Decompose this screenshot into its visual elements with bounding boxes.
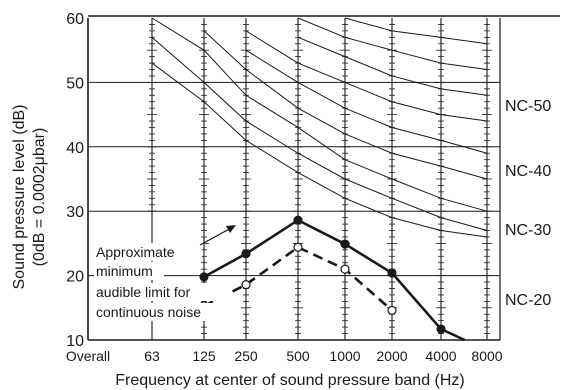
y-tick-30: 30 — [66, 204, 84, 221]
filled-point-1000 — [340, 239, 350, 249]
x-tick-8000: 8000 — [471, 348, 502, 364]
nc-curve-4 — [203, 30, 488, 180]
filled-point-250 — [241, 249, 251, 259]
y-tick-40: 40 — [66, 140, 84, 157]
nc-curves — [151, 17, 488, 238]
y-tick-20: 20 — [66, 269, 84, 286]
nc-label-nc-40: NC-40 — [505, 163, 551, 180]
y-tick-10: 10 — [66, 333, 84, 350]
open-point-500 — [293, 242, 303, 252]
y-axis-label: Sound pressure level (dB) (0dB = 0.0002μ… — [11, 105, 48, 290]
x-tick-2000: 2000 — [376, 348, 407, 364]
open-point-1000 — [340, 264, 350, 274]
x-axis-label: Frequency at center of sound pressure ba… — [115, 372, 465, 389]
nc-curve-6 — [245, 30, 488, 122]
x-tick-125: 125 — [192, 348, 216, 364]
nc-label-bg — [503, 290, 561, 310]
nc-curve-8 — [297, 17, 488, 71]
filled-point-125 — [199, 272, 209, 282]
open-point-250 — [241, 280, 251, 290]
annotation-bg — [94, 283, 228, 301]
nc-curve-9 — [344, 17, 488, 45]
nc-label-nc-50: NC-50 — [505, 98, 551, 115]
y-axis-label-line2: (0dB = 0.0002μbar) — [31, 128, 48, 267]
nc-curve-2 — [151, 36, 488, 232]
nc-curve-1 — [151, 62, 488, 238]
y-tick-60: 60 — [66, 11, 84, 28]
filled-point-500 — [293, 215, 303, 225]
x-tick-250: 250 — [234, 348, 258, 364]
annotation-line-1: Approximate — [96, 244, 175, 260]
nc-label-bg — [503, 220, 561, 240]
annotation: Approximate minimum audible limit for conti… — [94, 225, 236, 321]
dashed-series-line — [203, 245, 393, 312]
x-tick-1000: 1000 — [329, 348, 360, 364]
nc-label-nc-20: NC-20 — [505, 292, 551, 309]
y-axis-label-line1: Sound pressure level (dB) — [11, 105, 28, 290]
annotation-bg — [94, 262, 164, 280]
filled-point-2000 — [387, 268, 397, 278]
annotation-line-4: continuous noise — [96, 304, 201, 320]
octave-rulers — [147, 18, 492, 341]
annotation-arrow-shaft — [199, 226, 234, 246]
nc-label-bg — [503, 96, 561, 116]
nc-curve-5 — [245, 49, 488, 154]
nc-labels: NC-20 NC-30 NC-40 NC-50 — [503, 96, 561, 310]
nc-curve-3 — [151, 17, 488, 212]
x-tick-4000: 4000 — [425, 348, 456, 364]
open-point-2000 — [387, 305, 397, 315]
annotation-arrow-head — [226, 225, 236, 233]
annotation-line-2: minimum — [96, 263, 153, 279]
x-tick-Overall: Overall — [66, 348, 110, 364]
tick-labels: 10 20 30 40 50 60 Overall 63 125 250 500 1000 2000 40… — [66, 11, 503, 364]
annotation-bg — [94, 243, 202, 261]
x-tick-63: 63 — [144, 348, 160, 364]
nc-label-bg — [503, 161, 561, 181]
nc-label-nc-30: NC-30 — [505, 222, 551, 239]
filled-point-4000 — [436, 324, 446, 334]
nc-curve-7 — [297, 36, 488, 96]
annotation-line-3: audible limit for — [96, 284, 190, 300]
x-tick-500: 500 — [286, 348, 310, 364]
annotation-bg — [94, 303, 226, 321]
y-tick-50: 50 — [66, 75, 84, 92]
